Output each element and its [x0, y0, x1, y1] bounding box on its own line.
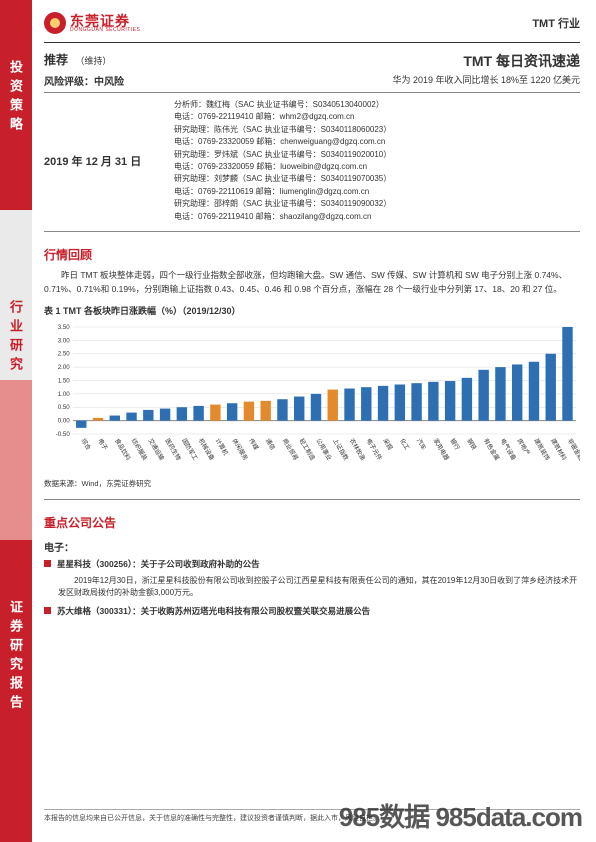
sidebar-text-report: 证券研究报告 [6, 600, 25, 714]
svg-text:汽车: 汽车 [415, 437, 428, 451]
rating-label: 推荐 [44, 53, 68, 67]
announcement-title: 星星科技（300256）：关于子公司收到政府补助的公告 [57, 558, 260, 571]
logo-icon [44, 12, 66, 34]
header-industry: TMT 行业 [532, 15, 580, 31]
analyst-line: 研究助理：刘梦麟（SAC 执业证书编号：S0340119070035） [174, 173, 580, 185]
svg-text:1.50: 1.50 [58, 378, 71, 385]
announcement-desc: 2019年12月30日，浙江星星科技股份有限公司收到控股子公司江西星星科技有限责… [58, 575, 580, 599]
svg-text:纺织服装: 纺织服装 [130, 437, 149, 462]
svg-text:通信: 通信 [264, 437, 277, 451]
announcement-item: 星星科技（300256）：关于子公司收到政府补助的公告 [44, 558, 580, 571]
svg-text:医药生物: 医药生物 [163, 437, 182, 462]
svg-text:3.50: 3.50 [58, 324, 71, 331]
title-row: 推荐 （维持） TMT 每日资讯速递 [44, 51, 580, 71]
bullet-icon [44, 607, 51, 614]
svg-text:3.00: 3.00 [58, 338, 71, 345]
svg-text:2.00: 2.00 [58, 364, 71, 371]
svg-text:传媒: 传媒 [247, 437, 260, 451]
svg-text:电子: 电子 [96, 437, 109, 451]
svg-text:公用事业: 公用事业 [314, 437, 333, 462]
sidebar-block-3 [0, 380, 32, 540]
svg-text:交通运输: 交通运输 [147, 437, 166, 462]
logo: 东莞证券 DONGGUAN SECURITIES [44, 12, 140, 34]
bar-chart: -0.500.000.501.001.502.002.503.003.50综合电… [44, 321, 580, 476]
header: 东莞证券 DONGGUAN SECURITIES TMT 行业 [44, 12, 580, 38]
sidebar-text-research: 行业研究 [6, 300, 25, 376]
svg-text:机械设备: 机械设备 [197, 437, 216, 462]
document-title: TMT 每日资讯速递 [463, 51, 580, 71]
svg-text:轻工制造: 轻工制造 [297, 437, 316, 462]
svg-text:综合: 综合 [79, 437, 92, 451]
svg-text:1.00: 1.00 [58, 391, 71, 398]
announcement-item: 苏大维格（300331）：关于收购苏州迈塔光电科技有限公司股权暨关联交易进展公告 [44, 605, 580, 618]
analyst-line: 研究助理：陈伟光（SAC 执业证书编号：S0340118060023） [174, 124, 580, 136]
svg-text:2.50: 2.50 [58, 351, 71, 358]
svg-text:国防军工: 国防军工 [180, 437, 199, 462]
risk-row: 风险评级：中风险 华为 2019 年收入同比增长 18%至 1220 亿美元 [44, 71, 580, 93]
analyst-line: 研究助理：罗炜斌（SAC 执业证书编号：S0340119020010） [174, 149, 580, 161]
svg-text:食品饮料: 食品饮料 [113, 437, 132, 462]
chart-title: 表 1 TMT 各板块昨日涨跌幅（%）（2019/12/30） [44, 304, 580, 317]
sub-heading-electronics: 电子： [44, 539, 580, 554]
report-date: 2019 年 12 月 31 日 [44, 99, 174, 223]
svg-text:计算机: 计算机 [214, 437, 230, 457]
logo-text-en: DONGGUAN SECURITIES [70, 28, 140, 33]
analyst-line: 电话：0769-23320059 邮箱：chenweiguang@dgzq.co… [174, 136, 580, 148]
chart-source: 数据来源：Wind，东莞证券研究 [44, 478, 580, 489]
svg-text:建筑装饰: 建筑装饰 [532, 437, 551, 462]
section-heading-announce: 重点公司公告 [44, 514, 580, 531]
svg-text:有色金属: 有色金属 [482, 437, 501, 462]
svg-text:0.00: 0.00 [58, 418, 71, 425]
analyst-list: 分析师：魏红梅（SAC 执业证书编号：S0340513040002）电话：076… [174, 99, 580, 223]
review-body: 昨日 TMT 板块整体走弱，四个一级行业指数全部收涨，但均跑输大盘。SW 通信、… [44, 269, 580, 296]
svg-text:农林牧渔: 农林牧渔 [348, 437, 367, 462]
section-heading-review: 行情回顾 [44, 246, 580, 263]
svg-text:-0.50: -0.50 [56, 431, 71, 438]
logo-text-cn: 东莞证券 [70, 14, 140, 28]
svg-text:建筑材料: 建筑材料 [549, 437, 568, 462]
svg-text:房地产: 房地产 [515, 437, 531, 457]
risk-level: 风险评级：中风险 [44, 73, 124, 88]
analyst-line: 电话：0769-22110619 邮箱：liumenglin@dgzq.com.… [174, 186, 580, 198]
svg-text:电气设备: 电气设备 [499, 437, 518, 462]
svg-text:上证指数: 上证指数 [331, 437, 350, 462]
svg-text:休闲服务: 休闲服务 [230, 437, 249, 462]
svg-text:家用电器: 家用电器 [432, 437, 451, 462]
svg-text:采掘: 采掘 [381, 437, 394, 451]
svg-text:钢铁: 钢铁 [465, 437, 478, 451]
analyst-line: 电话：0769-22119410 邮箱：shaozilang@dgzq.com.… [174, 211, 580, 223]
svg-text:银行: 银行 [448, 437, 461, 451]
info-block: 2019 年 12 月 31 日 分析师：魏红梅（SAC 执业证书编号：S034… [44, 93, 580, 232]
analyst-line: 电话：0769-23320059 邮箱：luoweibin@dgzq.com.c… [174, 161, 580, 173]
rule-divider [44, 499, 580, 500]
svg-text:0.50: 0.50 [58, 404, 71, 411]
analyst-line: 分析师：魏红梅（SAC 执业证书编号：S0340513040002） [174, 99, 580, 111]
header-rule [44, 42, 580, 43]
subtitle: 华为 2019 年收入同比增长 18%至 1220 亿美元 [392, 73, 580, 88]
announcement-list: 星星科技（300256）：关于子公司收到政府补助的公告 2019年12月30日，浙… [44, 558, 580, 618]
rating-maintain: （维持） [75, 56, 111, 66]
svg-text:商业贸易: 商业贸易 [281, 437, 300, 462]
svg-text:化工: 化工 [398, 437, 411, 451]
watermark: 985数据 985data.com [339, 797, 582, 834]
announcement-title: 苏大维格（300331）：关于收购苏州迈塔光电科技有限公司股权暨关联交易进展公告 [57, 605, 370, 618]
sidebar-text-strategy: 投资策略 [6, 60, 25, 136]
bullet-icon [44, 560, 51, 567]
analyst-line: 电话：0769-22119410 邮箱：whm2@dgzq.com.cn [174, 111, 580, 123]
svg-text:电子元件: 电子元件 [365, 437, 384, 462]
analyst-line: 研究助理：邵梓朗（SAC 执业证书编号：S0340119090032） [174, 198, 580, 210]
